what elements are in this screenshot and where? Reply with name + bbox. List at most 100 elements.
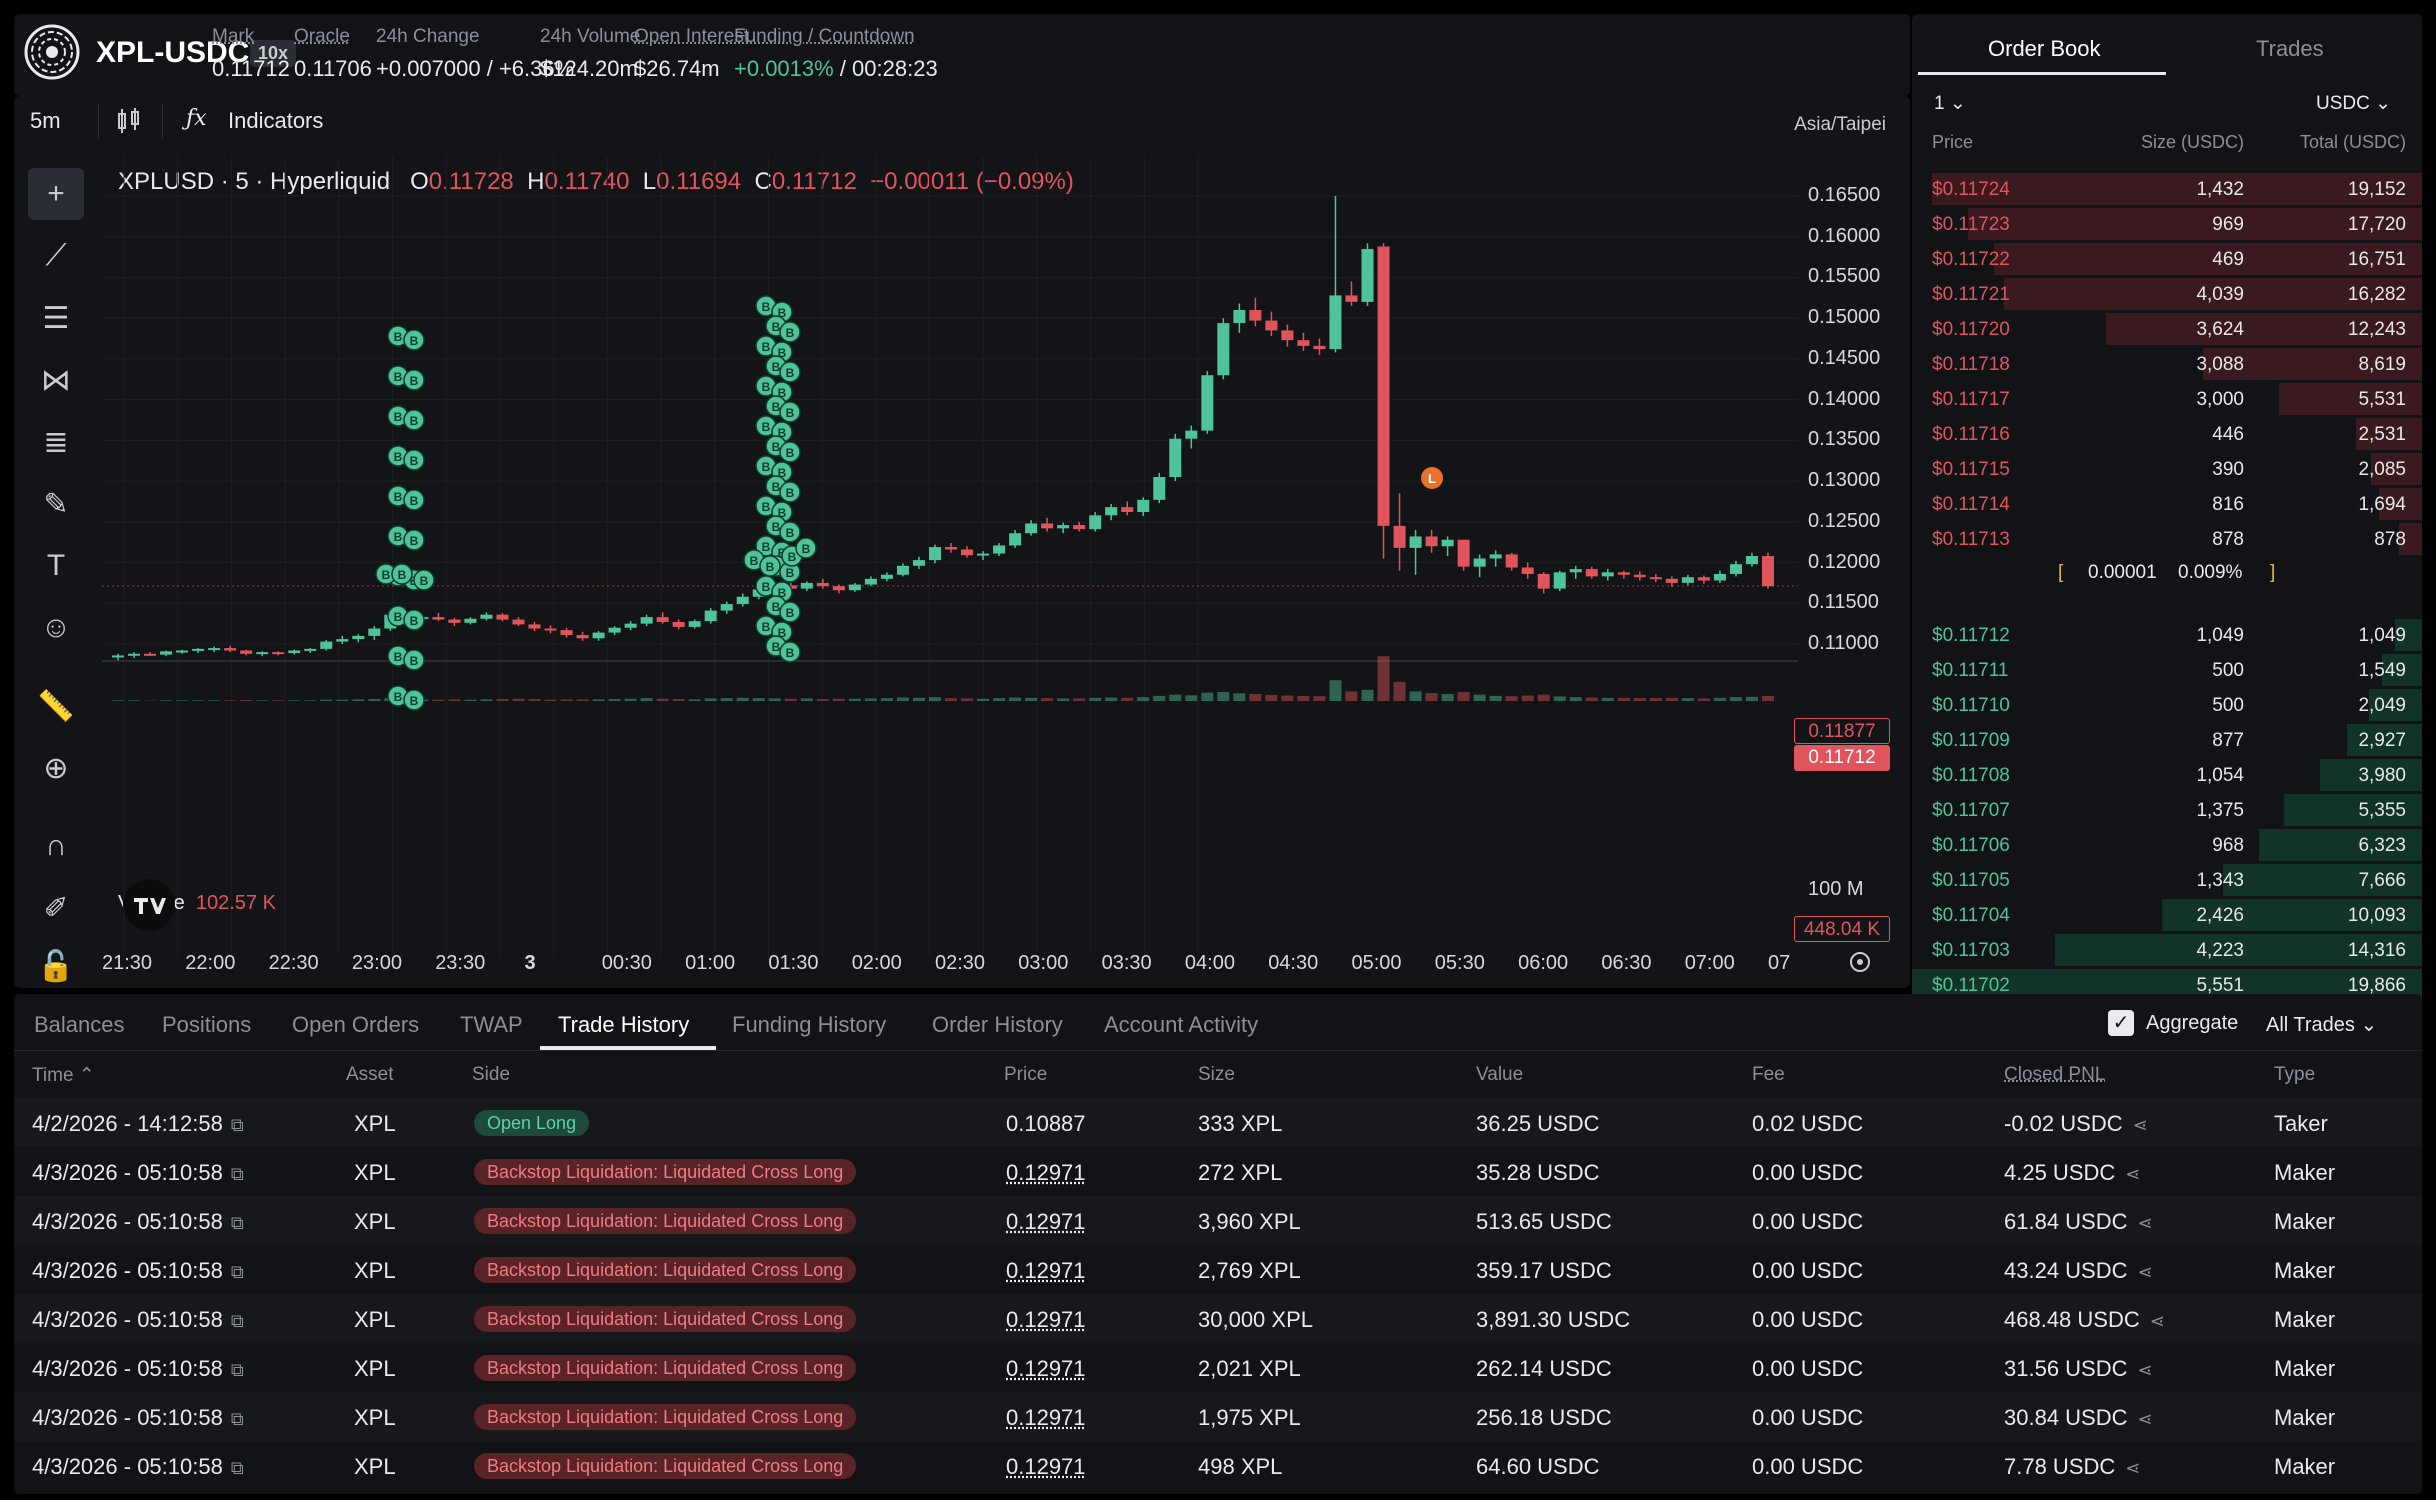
text-tool-icon[interactable]: T <box>46 549 66 582</box>
bid-row[interactable]: $0.11707 1,375 5,355 <box>1912 793 2422 827</box>
col-price[interactable]: Price <box>1004 1064 1048 1085</box>
chart-settings-gear-icon[interactable] <box>1846 948 1874 976</box>
share-icon[interactable]: ⋖ <box>2125 1164 2141 1184</box>
stat-mark[interactable]: Mark 0.11712 <box>212 26 290 81</box>
ask-row[interactable]: $0.11721 4,039 16,282 <box>1912 277 2422 311</box>
col-value[interactable]: Value <box>1476 1064 1524 1085</box>
candle-type-icon[interactable] <box>114 106 144 136</box>
buy-trade-marker[interactable]: B <box>779 601 801 623</box>
share-icon[interactable]: ⋖ <box>2125 1458 2141 1478</box>
ask-row[interactable]: $0.11714 816 1,694 <box>1912 487 2422 521</box>
ruler-tool-icon[interactable]: 📏 <box>37 689 75 723</box>
buy-trade-marker[interactable]: B <box>403 329 425 351</box>
buy-trade-marker[interactable]: B <box>387 325 409 347</box>
price-chart[interactable]: 5m ƒx Indicators Asia/Taipei + ⟋ ☰ ⋈ ≣ ✎… <box>14 96 1910 988</box>
buy-trade-marker[interactable]: B <box>403 649 425 671</box>
external-link-icon[interactable]: ⧉ <box>230 1409 244 1429</box>
share-icon[interactable]: ⋖ <box>2132 1115 2148 1135</box>
buy-trade-marker[interactable]: B <box>779 441 801 463</box>
share-icon[interactable]: ⋖ <box>2137 1262 2153 1282</box>
bid-row[interactable]: $0.11703 4,223 14,316 <box>1912 933 2422 967</box>
share-icon[interactable]: ⋖ <box>2137 1360 2153 1380</box>
bid-row[interactable]: $0.11704 2,426 10,093 <box>1912 898 2422 932</box>
external-link-icon[interactable]: ⧉ <box>230 1115 244 1135</box>
bid-row[interactable]: $0.11708 1,054 3,980 <box>1912 758 2422 792</box>
buy-trade-marker[interactable]: B <box>779 641 801 663</box>
ask-row[interactable]: $0.11713 878 878 <box>1912 522 2422 556</box>
crosshair-tool-icon[interactable]: + <box>28 168 84 220</box>
buy-trade-marker[interactable]: B <box>779 401 801 423</box>
bid-row[interactable]: $0.11710 500 2,049 <box>1912 688 2422 722</box>
buy-trade-marker[interactable]: B <box>375 563 397 585</box>
tab-trade-history[interactable]: Trade History <box>558 1012 690 1037</box>
magnet-tool-icon[interactable]: ∩ <box>45 829 67 862</box>
ask-row[interactable]: $0.11718 3,088 8,619 <box>1912 347 2422 381</box>
external-link-icon[interactable]: ⧉ <box>230 1164 244 1184</box>
col-closed-pnl[interactable]: Closed PNL <box>2004 1064 2106 1085</box>
leverage-badge[interactable]: 10x <box>250 40 297 67</box>
share-icon[interactable]: ⋖ <box>2137 1213 2153 1233</box>
tab-twap[interactable]: TWAP <box>460 1012 523 1037</box>
tab-funding-history[interactable]: Funding History <box>732 1012 887 1037</box>
share-icon[interactable]: ⋖ <box>2149 1311 2165 1331</box>
timezone-label[interactable]: Asia/Taipei <box>1794 114 1886 135</box>
buy-trade-marker[interactable]: B <box>403 489 425 511</box>
ask-row[interactable]: $0.11717 3,000 5,531 <box>1912 382 2422 416</box>
liquidation-marker[interactable]: L <box>1421 467 1443 489</box>
buy-trade-marker[interactable]: B <box>391 563 413 585</box>
buy-trade-marker[interactable]: B <box>795 537 817 559</box>
pattern-tool-icon[interactable]: ⋈ <box>41 363 71 397</box>
tradingview-logo-icon[interactable] <box>122 878 176 932</box>
candlestick-plot[interactable]: B BB BB BB BB BB BB BB BB BB B BB BB BB BB BB BB BB BB BB BB… <box>102 156 1798 956</box>
col-side[interactable]: Side <box>472 1064 511 1085</box>
ask-row[interactable]: $0.11724 1,432 19,152 <box>1912 172 2422 206</box>
tab-trades[interactable]: Trades <box>2256 36 2324 61</box>
buy-trade-marker[interactable]: B <box>779 561 801 583</box>
ask-row[interactable]: $0.11723 969 17,720 <box>1912 207 2422 241</box>
tab-positions[interactable]: Positions <box>162 1012 252 1037</box>
col-size[interactable]: Size <box>1198 1064 1235 1085</box>
buy-trade-marker[interactable]: B <box>403 609 425 631</box>
emoji-tool-icon[interactable]: ☺ <box>40 611 72 644</box>
tab-account-activity[interactable]: Account Activity <box>1104 1012 1259 1037</box>
bid-row[interactable]: $0.11709 877 2,927 <box>1912 723 2422 757</box>
bid-row[interactable]: $0.11706 968 6,323 <box>1912 828 2422 862</box>
buy-trade-marker[interactable]: B <box>403 409 425 431</box>
zoom-tool-icon[interactable]: ⊕ <box>43 751 69 785</box>
buy-trade-marker[interactable]: B <box>779 481 801 503</box>
col-fee[interactable]: Fee <box>1752 1064 1785 1085</box>
tab-order-book[interactable]: Order Book <box>1988 36 2101 61</box>
stat-open-interest[interactable]: Open Interest $26.74m <box>634 26 750 81</box>
fib-tool-icon[interactable]: ☰ <box>42 301 70 335</box>
ask-row[interactable]: $0.11722 469 16,751 <box>1912 242 2422 276</box>
buy-trade-marker[interactable]: B <box>403 369 425 391</box>
indicators-icon[interactable]: ƒx <box>186 106 207 131</box>
buy-trade-marker[interactable]: B <box>403 689 425 711</box>
buy-trade-marker[interactable]: B <box>387 645 409 667</box>
buy-trade-marker[interactable]: B <box>779 321 801 343</box>
external-link-icon[interactable]: ⧉ <box>230 1458 244 1478</box>
col-time[interactable]: Time ⌃ <box>32 1065 95 1086</box>
col-type[interactable]: Type <box>2274 1064 2316 1085</box>
external-link-icon[interactable]: ⧉ <box>230 1360 244 1380</box>
buy-trade-marker[interactable]: B <box>403 529 425 551</box>
stat-funding-countdown[interactable]: Funding / Countdown +0.0013% / 00:28:23 <box>734 26 938 81</box>
lock-drawing-icon[interactable]: ✐ <box>43 891 69 925</box>
buy-trade-marker[interactable]: B <box>413 569 435 591</box>
tab-order-history[interactable]: Order History <box>932 1012 1063 1037</box>
buy-trade-marker[interactable]: B <box>759 555 781 577</box>
ask-row[interactable]: $0.11716 446 2,531 <box>1912 417 2422 451</box>
currency-selector[interactable]: USDC ⌄ <box>2316 93 2392 114</box>
brush-tool-icon[interactable]: ✎ <box>43 487 69 521</box>
bid-row[interactable]: $0.11712 1,049 1,049 <box>1912 618 2422 652</box>
buy-trade-marker[interactable]: B <box>403 449 425 471</box>
indicators-button[interactable]: Indicators <box>228 108 324 133</box>
buy-trade-marker[interactable]: B <box>755 455 777 477</box>
bid-row[interactable]: $0.11705 1,343 7,666 <box>1912 863 2422 897</box>
buy-trade-marker[interactable]: B <box>779 361 801 383</box>
ask-row[interactable]: $0.11720 3,624 12,243 <box>1912 312 2422 346</box>
bid-row[interactable]: $0.11711 500 1,549 <box>1912 653 2422 687</box>
external-link-icon[interactable]: ⧉ <box>230 1213 244 1233</box>
trade-filter-dropdown[interactable]: All Trades ⌄ <box>2266 1014 2378 1036</box>
aggregate-checkbox[interactable]: ✓ <box>2108 1010 2134 1036</box>
